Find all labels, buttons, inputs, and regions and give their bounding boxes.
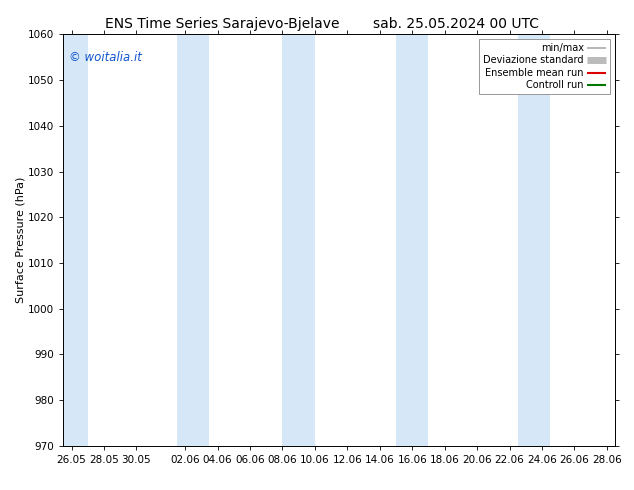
Text: sab. 25.05.2024 00 UTC: sab. 25.05.2024 00 UTC (373, 17, 540, 31)
Legend: min/max, Deviazione standard, Ensemble mean run, Controll run: min/max, Deviazione standard, Ensemble m… (479, 39, 610, 94)
Text: ENS Time Series Sarajevo-Bjelave: ENS Time Series Sarajevo-Bjelave (105, 17, 339, 31)
Bar (55, 34, 87, 446)
Bar (396, 34, 429, 446)
Text: © woitalia.it: © woitalia.it (69, 51, 142, 64)
Bar (282, 34, 315, 446)
Bar (177, 34, 209, 446)
Y-axis label: Surface Pressure (hPa): Surface Pressure (hPa) (15, 177, 25, 303)
Bar (517, 34, 550, 446)
